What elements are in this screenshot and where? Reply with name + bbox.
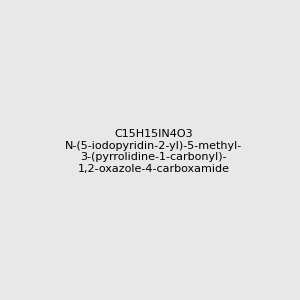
Text: C15H15IN4O3
N-(5-iodopyridin-2-yl)-5-methyl-
3-(pyrrolidine-1-carbonyl)-
1,2-oxa: C15H15IN4O3 N-(5-iodopyridin-2-yl)-5-met… bbox=[65, 129, 242, 174]
